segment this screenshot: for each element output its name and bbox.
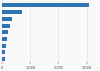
Bar [2, 50, 5, 54]
Bar [2, 44, 6, 48]
Bar [2, 30, 8, 34]
Bar [2, 3, 89, 8]
Bar [2, 10, 22, 14]
Bar [2, 57, 4, 61]
Bar [2, 24, 10, 28]
Bar [2, 17, 12, 21]
Bar [2, 37, 7, 41]
